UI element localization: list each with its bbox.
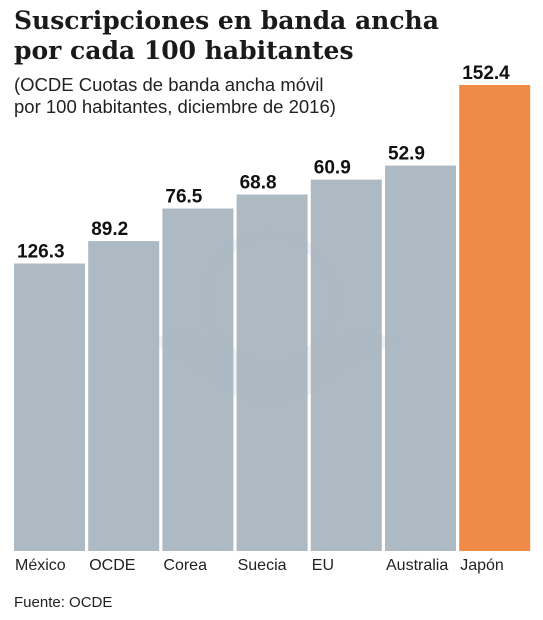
category-label: EU — [312, 557, 334, 574]
bar-value-label: 89.2 — [91, 219, 128, 240]
bar-4 — [310, 179, 382, 551]
category-label: Japón — [460, 557, 504, 574]
bar-1 — [88, 241, 160, 551]
bar-6 — [459, 85, 531, 551]
subtitle-line-1: (OCDE Cuotas de banda ancha móvil — [14, 74, 324, 95]
bar-value-label: 68.8 — [240, 173, 277, 194]
category-label: Australia — [386, 557, 448, 574]
subtitle-line-2: por 100 habitantes, diciembre de 2016) — [14, 96, 336, 117]
bar-value-label: 126.3 — [17, 242, 65, 263]
bar-0 — [14, 263, 85, 551]
bar-2 — [162, 208, 234, 551]
bar-3 — [236, 194, 308, 551]
category-label: México — [15, 557, 66, 574]
bar-value-label: 152.4 — [462, 63, 510, 84]
bars-group: 126.3 México 89.2 OCDE 76.5 Corea 68.8 Suecia 60… — [14, 63, 531, 574]
category-label: Corea — [163, 557, 207, 574]
chart-subtitle: (OCDE Cuotas de banda ancha móvil por 10… — [14, 74, 444, 118]
bar-value-label: 76.5 — [165, 187, 202, 208]
title-line-1: Suscripciones en banda ancha — [14, 6, 439, 35]
category-label: OCDE — [89, 557, 135, 574]
bar-value-label: 60.9 — [314, 158, 351, 179]
bar-5 — [385, 165, 456, 551]
bar-value-label: 52.9 — [388, 144, 425, 165]
category-label: Suecia — [238, 557, 287, 574]
title-line-2: por cada 100 habitantes — [14, 36, 354, 65]
chart-title: Suscripciones en banda ancha por cada 10… — [14, 6, 534, 66]
source-note: Fuente: OCDE — [14, 594, 113, 611]
